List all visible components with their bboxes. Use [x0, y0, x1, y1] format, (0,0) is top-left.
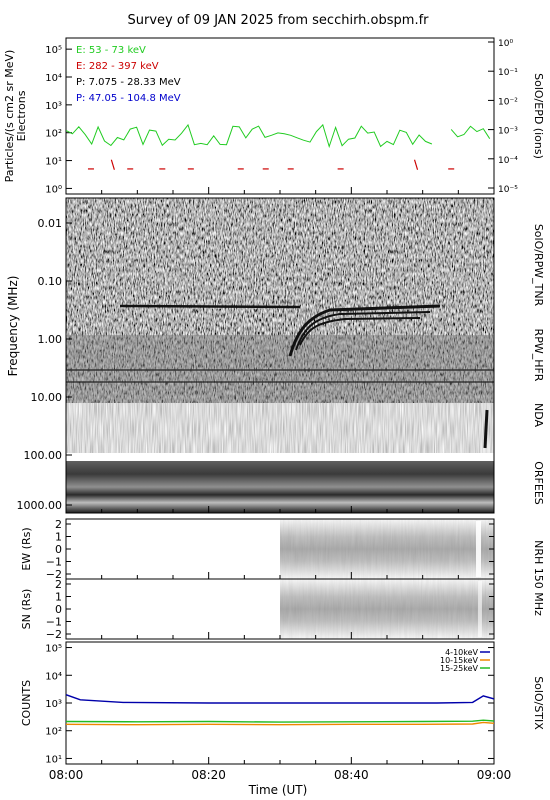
nrh-tick-label: 2: [55, 578, 62, 591]
legend-e282: E: 282 - 397 keV: [76, 61, 159, 72]
nrh-tick-label: −2: [46, 628, 62, 641]
nrh-tick-label: 1: [55, 591, 62, 604]
epd-right-tick-label: 10⁻¹: [498, 68, 518, 78]
stix-tick-label: 10⁴: [45, 671, 62, 682]
epd-left-sublabel: Electrons: [15, 90, 28, 141]
nrh-tick-label: 2: [55, 518, 62, 531]
epd-right-tick-label: 10⁻²: [498, 97, 518, 107]
nrh-right-label: NRH 150 MHz: [532, 540, 545, 616]
nrh-sn-panel: 210−1−2 SN (Rs) NRH 150 MHz: [20, 540, 545, 641]
epd-left-tick-label: 10⁵: [45, 45, 62, 56]
legend-p47: P: 47.05 - 104.8 MeV: [76, 93, 181, 104]
time-tick-label: 09:00: [477, 768, 512, 782]
stix-legend-label: 4-10keV: [445, 648, 478, 657]
epd-e282-point: [110, 159, 115, 170]
epd-right-label: SolO/EPD (ions): [532, 73, 545, 159]
epd-right-tick-label: 10⁻³: [498, 127, 518, 137]
hfr-band: [66, 335, 494, 403]
time-tick-label: 08:40: [334, 768, 369, 782]
epd-frame: [65, 37, 495, 195]
nrh-tick-label: 0: [55, 603, 62, 616]
sn-label: SN (Rs): [20, 589, 33, 630]
burst-feature: [66, 304, 494, 449]
counts-label: COUNTS: [20, 680, 33, 726]
tnr-label: SolO/RPW_TNR: [532, 224, 545, 307]
epd-right-tick-label: 10⁻⁴: [498, 156, 518, 166]
stix-right-label: SolO/STIX: [532, 676, 545, 730]
legend-p7: P: 7.075 - 28.33 MeV: [76, 77, 181, 88]
nrh-tick-label: 1: [55, 531, 62, 544]
hfr-label: RPW_HFR: [532, 329, 545, 382]
frequency-label: Frequency (MHz): [6, 276, 20, 377]
nda-band: [66, 403, 494, 453]
epd-e282-point: [413, 159, 419, 170]
stix-series-line: [66, 719, 494, 723]
stix-legend-label: 10-15keV: [440, 656, 479, 665]
stix-tick-label: 10²: [45, 727, 62, 738]
time-tick-label: 08:00: [49, 768, 84, 782]
epd-e53-line: [66, 123, 433, 149]
freq-tick-label: 100.00: [24, 449, 63, 462]
epd-e53-line: [450, 125, 491, 139]
stix-tick-label: 10³: [45, 699, 62, 710]
epd-right-tick-label: 10⁰: [498, 39, 513, 49]
nrh-tick-label: 0: [55, 543, 62, 556]
nrh-tick-label: −2: [46, 568, 62, 581]
time-tick-label: 08:20: [191, 768, 226, 782]
orfees-band: [66, 461, 494, 513]
nrh-tick-label: −1: [46, 616, 62, 629]
epd-left-tick-label: 10⁴: [45, 73, 62, 84]
tnr-band: [66, 198, 494, 335]
freq-tick-label: 10.00: [31, 391, 63, 404]
freq-tick-label: 0.10: [38, 275, 63, 288]
stix-tick-label: 10⁵: [45, 644, 62, 655]
time-axis-label: Time (UT): [248, 783, 308, 797]
freq-tick-label: 0.01: [38, 217, 63, 230]
epd-right-tick-label: 10⁻⁵: [498, 185, 518, 195]
nda-label: NDA: [532, 403, 545, 428]
legend-e53: E: 53 - 73 keV: [76, 45, 146, 56]
epd-panel: 10⁰ 10¹ 10² 10³ 10⁴ 10⁵ 10⁻⁵ 10⁻⁴ 10⁻³ 10⁻² 10⁻¹ 1…: [3, 37, 545, 195]
epd-left-tick-label: 10³: [45, 101, 62, 112]
ew-label: EW (Rs): [20, 527, 33, 570]
freq-tick-label: 1000.00: [17, 499, 63, 512]
stix-series-line: [66, 721, 494, 726]
spectrogram-panel: 0.01 0.10 1.00 10.00 100.00 1000.00 Frequency…: [6, 197, 545, 514]
nrh-tick-label: −1: [46, 556, 62, 569]
stix-tick-label: 10¹: [45, 754, 62, 765]
epd-left-tick-label: 10¹: [45, 157, 62, 168]
freq-tick-label: 1.00: [38, 333, 63, 346]
figure-title: Survey of 09 JAN 2025 from secchirh.obsp…: [128, 13, 430, 28]
nrh-ew-panel: 210−1−2 EW (Rs): [20, 518, 495, 581]
orfees-label: ORFEES: [532, 461, 545, 505]
epd-left-tick-label: 10²: [45, 129, 62, 140]
stix-series-line: [66, 694, 494, 704]
epd-left-label: Particles/(s cm2 sr MeV): [3, 50, 16, 183]
epd-legend: E: 53 - 73 keV E: 282 - 397 keV P: 7.075…: [76, 45, 181, 104]
epd-left-tick-label: 10⁰: [45, 184, 62, 195]
stix-legend-label: 15-25keV: [440, 664, 479, 673]
time-axis: 08:00 08:20 08:40 09:00: [49, 187, 512, 782]
